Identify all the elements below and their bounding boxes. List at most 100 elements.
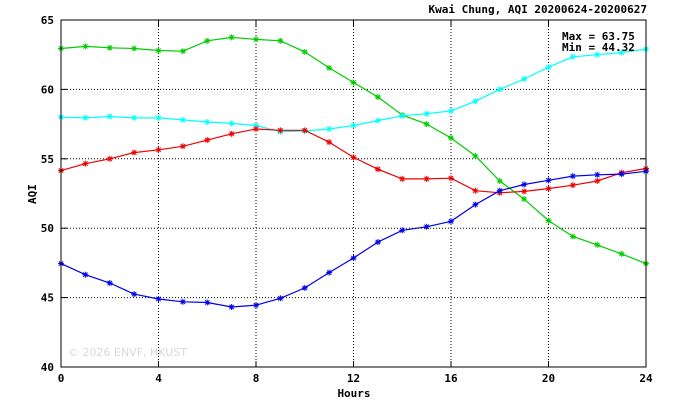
data-point [301, 48, 308, 55]
data-point [326, 139, 333, 146]
data-point [301, 127, 308, 134]
data-point [131, 114, 138, 121]
data-point [423, 110, 430, 117]
data-point [399, 175, 406, 182]
data-point [82, 160, 89, 167]
data-point [326, 269, 333, 276]
y-tick-label: 60 [41, 83, 54, 96]
x-tick-label: 24 [639, 372, 653, 385]
data-point [594, 241, 601, 248]
data-point [155, 47, 162, 54]
data-point [374, 94, 381, 101]
data-point [374, 166, 381, 173]
data-point [496, 187, 503, 194]
x-axis-label: Hours [337, 387, 370, 400]
data-point [326, 64, 333, 71]
max-value-label: Max = 63.75 [562, 30, 635, 43]
data-point [204, 137, 211, 144]
data-point [131, 149, 138, 156]
y-axis-label: AQI [26, 184, 39, 204]
data-point [350, 79, 357, 86]
series-line [60, 128, 647, 194]
data-point [277, 295, 284, 302]
data-point [399, 227, 406, 234]
data-point [228, 304, 235, 311]
min-value-label: Min = 44.32 [562, 41, 635, 54]
data-point [204, 37, 211, 44]
x-tick-label: 4 [155, 372, 162, 385]
data-point [228, 120, 235, 127]
data-point [350, 154, 357, 161]
data-point [448, 134, 454, 141]
data-point [131, 291, 138, 298]
data-point [82, 114, 89, 121]
data-point [204, 119, 211, 126]
data-point [545, 217, 552, 224]
data-point [594, 178, 601, 185]
data-point [350, 122, 357, 129]
watermark-text: © 2026 ENVF, HKUST [68, 346, 187, 359]
y-tick-label: 40 [41, 361, 54, 374]
data-point [253, 302, 259, 309]
tick-marks [60, 19, 647, 368]
x-tick-label: 12 [347, 372, 360, 385]
data-point [277, 127, 284, 134]
data-point [594, 51, 601, 58]
x-tick-label: 0 [58, 372, 65, 385]
data-point [423, 223, 430, 230]
data-point [106, 44, 113, 51]
data-point [350, 255, 357, 262]
data-point [448, 175, 454, 182]
data-point [131, 45, 138, 52]
data-point [618, 49, 625, 56]
data-point [594, 171, 601, 178]
y-tick-label: 65 [41, 14, 54, 27]
data-point [82, 271, 89, 278]
data-point [179, 298, 186, 305]
data-point [399, 112, 406, 119]
data-point [155, 146, 162, 153]
data-point [545, 64, 552, 71]
data-point [521, 188, 528, 195]
data-point [155, 295, 162, 302]
data-point [374, 117, 381, 124]
data-point [106, 280, 113, 287]
series-1 [58, 46, 649, 135]
tick-labels: 0 4 8 12 16 20 24 40 45 50 55 60 65 [41, 14, 653, 385]
x-tick-label: 8 [253, 372, 260, 385]
data-point [228, 130, 235, 137]
data-point [106, 113, 113, 120]
data-point [569, 53, 576, 60]
data-point [472, 201, 479, 208]
data-point [569, 233, 576, 240]
y-tick-label: 45 [41, 292, 54, 305]
data-point [569, 182, 576, 189]
data-point [179, 143, 186, 150]
series-0 [58, 34, 649, 267]
y-tick-label: 50 [41, 222, 54, 235]
data-point [301, 284, 308, 291]
data-point [521, 196, 528, 203]
x-tick-label: 16 [444, 372, 458, 385]
data-point [179, 48, 186, 55]
data-point [496, 178, 503, 185]
data-point [82, 43, 89, 50]
data-point [521, 181, 528, 188]
data-point [521, 75, 528, 82]
data-point [155, 114, 162, 121]
data-point [423, 175, 430, 182]
series-layer [58, 34, 649, 311]
data-point [448, 218, 454, 225]
grid-lines [61, 20, 646, 367]
data-point [545, 177, 552, 184]
data-point [374, 239, 381, 246]
data-point [618, 171, 625, 178]
chart-title: Kwai Chung, AQI 20200624-20200627 [428, 3, 647, 16]
data-point [326, 125, 333, 132]
data-point [472, 187, 479, 194]
data-point [472, 153, 479, 160]
data-point [569, 173, 576, 180]
data-point [618, 250, 625, 257]
